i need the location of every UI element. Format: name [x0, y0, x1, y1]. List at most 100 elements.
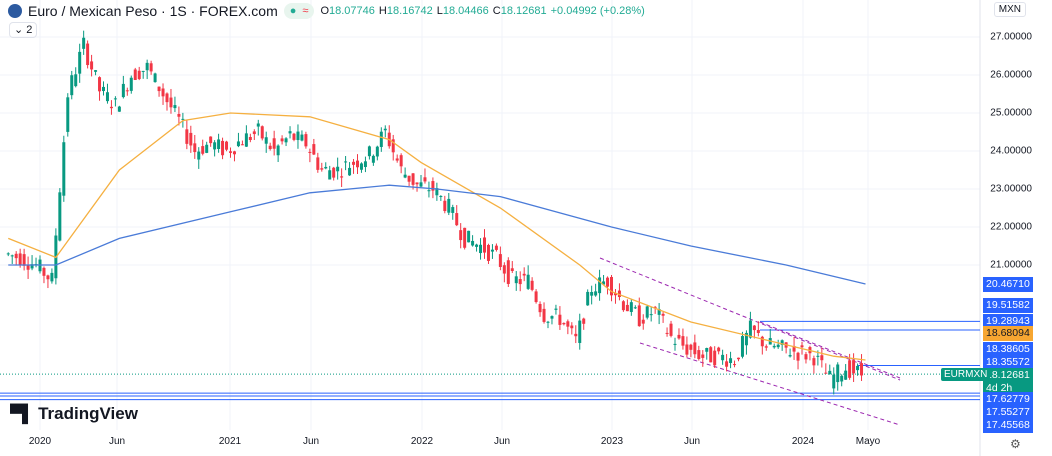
candle-body — [431, 181, 435, 191]
candle-body — [352, 161, 356, 165]
price-label-value: 18.12681 — [986, 369, 1030, 381]
candle-body — [427, 190, 431, 192]
candle-body — [562, 322, 566, 325]
candle-body — [471, 240, 475, 246]
symbol-title[interactable]: Euro / Mexican Peso · 1S · FOREX.com — [28, 3, 278, 19]
candle-body — [669, 323, 673, 336]
candle-body — [479, 244, 483, 254]
ohlc-values: O18.07746 H18.16742 L18.04466 C18.12681 … — [320, 5, 644, 17]
candle-body — [526, 274, 530, 289]
candle-body — [70, 75, 74, 96]
price-label-value: 18.38605 — [986, 343, 1030, 355]
candle-body — [296, 131, 300, 141]
market-status[interactable]: ● ≈ — [283, 3, 315, 19]
high-value: 18.16742 — [386, 5, 433, 17]
close-value: 18.12681 — [500, 5, 547, 17]
candle-body — [117, 106, 121, 112]
candle-body — [78, 51, 82, 74]
candle-body — [848, 360, 852, 378]
candle-body — [613, 293, 617, 296]
time-tick: 2023 — [600, 436, 624, 447]
candle-body — [856, 365, 860, 371]
candle-body — [232, 151, 236, 155]
candle-body — [367, 146, 371, 157]
candle-body — [443, 200, 447, 212]
price-tick: 27.00000 — [990, 31, 1032, 43]
candle-body — [102, 86, 105, 92]
candle-body — [98, 77, 102, 92]
candle-body — [617, 290, 621, 298]
price-label: 17.62779 — [983, 392, 1033, 407]
candle-body — [356, 160, 359, 168]
candle-body — [340, 176, 344, 178]
candle-body — [201, 146, 205, 154]
candle-body — [435, 188, 439, 196]
candle-body — [506, 260, 510, 284]
candle-body — [260, 126, 264, 139]
candle-body — [594, 291, 598, 296]
candle-body — [633, 307, 637, 309]
price-label: 19.28943 — [983, 314, 1033, 329]
candle-body — [209, 136, 213, 144]
candle-body — [725, 361, 729, 367]
candle-body — [312, 144, 316, 155]
candle-body — [185, 129, 189, 144]
candle-body — [498, 254, 502, 267]
candle-body — [483, 237, 486, 253]
candle-body — [582, 318, 586, 324]
candle-body — [554, 308, 558, 310]
candle-body — [816, 355, 820, 357]
close-label: C — [492, 5, 501, 17]
candle-body — [423, 177, 427, 182]
candle-body — [288, 131, 292, 134]
tradingview-logo[interactable]: ▀▌ TradingView — [10, 404, 138, 424]
price-label: 18.35572 — [983, 355, 1033, 370]
candle-body — [336, 166, 340, 172]
candle-body — [165, 93, 169, 103]
price-label: 18.38605 — [983, 342, 1033, 357]
candle-body — [173, 105, 177, 109]
candle-body — [502, 265, 506, 274]
candle-body — [145, 62, 149, 71]
price-tick: 21.00000 — [990, 259, 1032, 271]
candle-body — [411, 173, 415, 185]
time-tick: 2020 — [28, 436, 52, 447]
candle-body — [129, 77, 133, 91]
candle-body — [221, 140, 225, 156]
candle-body — [161, 88, 165, 97]
candle-body — [332, 167, 336, 178]
candle-body — [359, 163, 363, 170]
candle-body — [796, 352, 800, 361]
price-label-value: 18.35572 — [986, 356, 1030, 368]
candle-body — [586, 291, 590, 306]
currency-button[interactable]: MXN — [993, 2, 1026, 17]
price-label: 18.12681 4d 2h — [983, 368, 1033, 394]
candle-body — [153, 73, 157, 83]
candle-body — [399, 155, 403, 167]
candle-body — [844, 370, 848, 380]
time-tick: Jun — [108, 436, 126, 447]
candle-body — [22, 254, 26, 266]
candle-body — [812, 358, 816, 366]
settings-icon[interactable]: ⚙ — [1010, 437, 1021, 451]
candle-body — [772, 345, 776, 348]
candle-body — [828, 370, 832, 375]
high-label: H — [378, 5, 387, 17]
candle-body — [689, 344, 693, 350]
candle-body — [641, 319, 645, 324]
candle-body — [788, 355, 792, 357]
indicators-toggle[interactable]: ⌄ 2 — [9, 22, 38, 38]
open-label: O — [320, 5, 330, 17]
candle-body — [395, 158, 399, 161]
candle-body — [566, 321, 570, 327]
candle-body — [26, 265, 30, 270]
candle-body — [320, 168, 324, 170]
candle-body — [14, 253, 18, 259]
candle-body — [665, 332, 669, 334]
candle-body — [463, 227, 467, 248]
candle-body — [455, 213, 459, 226]
candle-body — [740, 336, 744, 357]
time-tick: 2021 — [218, 436, 242, 447]
price-label-value: 18.68094 — [986, 327, 1030, 339]
